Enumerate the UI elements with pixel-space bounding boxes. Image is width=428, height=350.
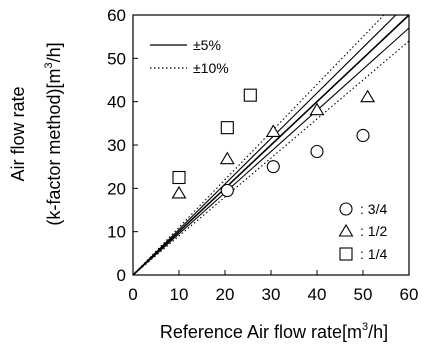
ticks-layer: 0 10 20 30 40 50 60 0 10 20 30 40 50 60 (107, 6, 418, 304)
line-legend: ±5% ±10% (150, 37, 229, 76)
point-1-4 (172, 170, 186, 185)
x-axis-label: Reference Air flow rate[m3/h] (160, 321, 388, 342)
reference-line-dotted (132, 40, 410, 276)
point-3-4 (266, 160, 280, 174)
y-tick-label: 10 (107, 223, 126, 242)
point-3-4 (220, 183, 234, 198)
point-3-4 (356, 128, 370, 143)
point-1-4 (220, 121, 234, 135)
points-layer (171, 88, 376, 199)
point-1-2 (171, 185, 187, 199)
point-1-2 (219, 151, 235, 165)
y-axis-label-sup: 3 (43, 62, 55, 68)
y-tick-label: 60 (107, 6, 126, 25)
y-axis-label-line1: Air flow rate (8, 86, 28, 181)
y-tick-label: 0 (117, 266, 126, 285)
legend-3-4-label: : 3/4 (360, 201, 387, 217)
legend-1-2-label: : 1/2 (360, 223, 387, 239)
y-axis-label-end: /h] (44, 42, 64, 62)
point-3-4 (310, 144, 324, 159)
legend-square-marker (339, 247, 353, 261)
y-tick-label: 30 (107, 136, 126, 155)
reference-line-solid (132, 14, 397, 276)
x-axis-label-end: /h] (368, 322, 388, 342)
point-1-2 (360, 89, 376, 103)
point-1-4 (243, 88, 257, 102)
reference-lines-layer (132, 14, 410, 276)
y-axis-label-text: (k-factor method)[m (44, 69, 64, 226)
x-axis-label-sup: 3 (362, 321, 368, 333)
y-axis-label-line2: (k-factor method)[m3/h] (43, 42, 64, 225)
x-tick-label: 60 (400, 285, 419, 304)
y-tick-label: 20 (107, 179, 126, 198)
legend-5pct-label: ±5% (193, 37, 221, 53)
legend-10pct-label: ±10% (193, 60, 229, 76)
y-tick-label: 50 (107, 49, 126, 68)
x-tick-label: 50 (354, 285, 373, 304)
reference-line-solid (132, 27, 410, 276)
reference-line-dotted (132, 14, 385, 276)
y-tick-label: 40 (107, 93, 126, 112)
x-tick-label: 0 (128, 285, 137, 304)
x-tick-label: 30 (262, 285, 281, 304)
legend-1-4-label: : 1/4 (360, 246, 387, 262)
reference-line-solid (132, 14, 410, 276)
point-1-2 (309, 102, 325, 116)
x-axis-label-text: Reference Air flow rate[m (160, 322, 362, 342)
x-tick-label: 40 (308, 285, 327, 304)
point-1-2 (265, 124, 281, 137)
legend-circle-marker (339, 202, 353, 216)
x-tick-label: 20 (216, 285, 235, 304)
legend-triangle-marker (338, 223, 354, 237)
x-tick-label: 10 (170, 285, 189, 304)
marker-legend: : 3/4 : 1/2 : 1/4 (338, 201, 387, 262)
